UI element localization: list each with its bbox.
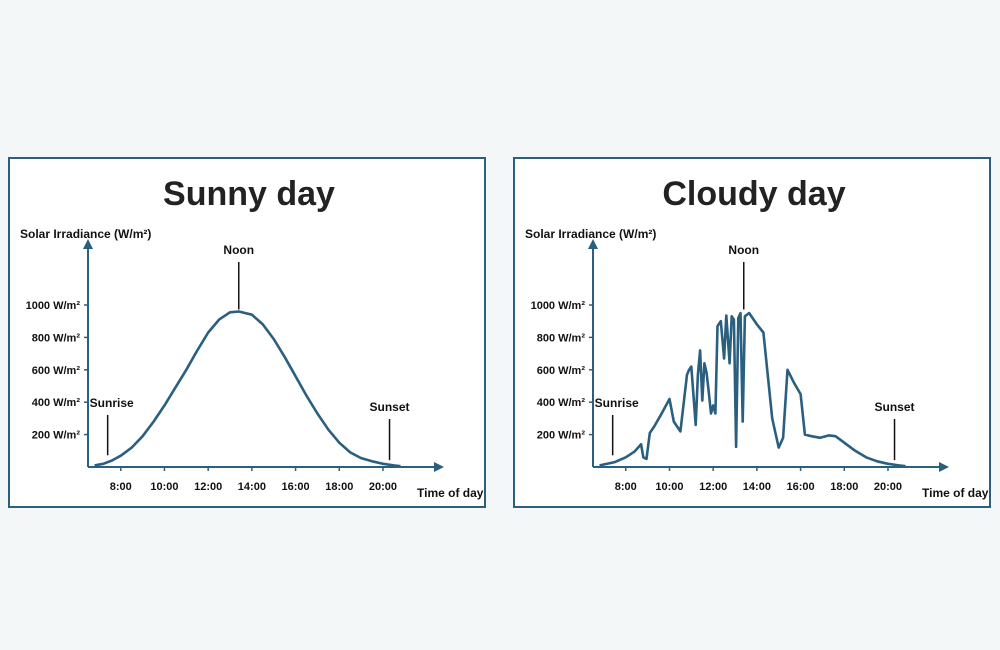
cloudy-day-panel: Cloudy day Solar Irradiance (W/m²) Time of… <box>513 157 991 508</box>
sunny-day-chart: Sunny day Solar Irradiance (W/m²) Time of … <box>20 175 484 500</box>
irradiance-curve <box>599 311 906 468</box>
cloudy-day-chart: Cloudy day Solar Irradiance (W/m²) Time of… <box>525 175 989 500</box>
x-tick-label: 14:00 <box>743 481 771 493</box>
x-tick-label: 20:00 <box>369 481 397 493</box>
y-tick-label: 1000 W/m² <box>26 300 81 312</box>
x-axis-arrow <box>939 462 949 472</box>
irradiance-curve <box>94 310 401 468</box>
y-tick-label: 200 W/m² <box>537 430 586 442</box>
y-tick-label: 400 W/m² <box>537 397 586 409</box>
x-axis-arrow <box>434 462 444 472</box>
x-tick-label: 12:00 <box>699 481 727 493</box>
x-tick-label: 12:00 <box>194 481 222 493</box>
y-tick-label: 1000 W/m² <box>531 300 586 312</box>
x-tick-label: 18:00 <box>830 481 858 493</box>
annotation-label: Sunset <box>875 400 915 414</box>
y-axis-arrow <box>83 239 93 249</box>
annotation-label: Noon <box>223 243 254 257</box>
y-tick-label: 600 W/m² <box>537 365 586 377</box>
annotation-label: Sunset <box>370 400 410 414</box>
y-tick-label: 400 W/m² <box>32 397 81 409</box>
annotation-label: Sunrise <box>595 396 639 410</box>
x-tick-label: 16:00 <box>787 481 815 493</box>
x-tick-label: 8:00 <box>110 481 132 493</box>
x-axis-label: Time of day <box>417 486 484 500</box>
y-tick-label: 800 W/m² <box>32 332 81 344</box>
y-axis-arrow <box>588 239 598 249</box>
x-tick-label: 20:00 <box>874 481 902 493</box>
y-axis-label: Solar Irradiance (W/m²) <box>20 227 151 241</box>
y-tick-label: 600 W/m² <box>32 365 81 377</box>
x-tick-label: 10:00 <box>655 481 683 493</box>
x-tick-label: 14:00 <box>238 481 266 493</box>
x-axis-label: Time of day <box>922 486 989 500</box>
chart-title: Cloudy day <box>662 175 845 213</box>
x-tick-label: 8:00 <box>615 481 637 493</box>
x-tick-label: 10:00 <box>150 481 178 493</box>
annotation-label: Noon <box>728 243 759 257</box>
x-tick-label: 16:00 <box>282 481 310 493</box>
annotation-label: Sunrise <box>90 396 134 410</box>
y-tick-label: 200 W/m² <box>32 430 81 442</box>
chart-title: Sunny day <box>163 175 335 213</box>
y-axis-label: Solar Irradiance (W/m²) <box>525 227 656 241</box>
x-tick-label: 18:00 <box>325 481 353 493</box>
sunny-day-panel: Sunny day Solar Irradiance (W/m²) Time of … <box>8 157 486 508</box>
y-tick-label: 800 W/m² <box>537 332 586 344</box>
